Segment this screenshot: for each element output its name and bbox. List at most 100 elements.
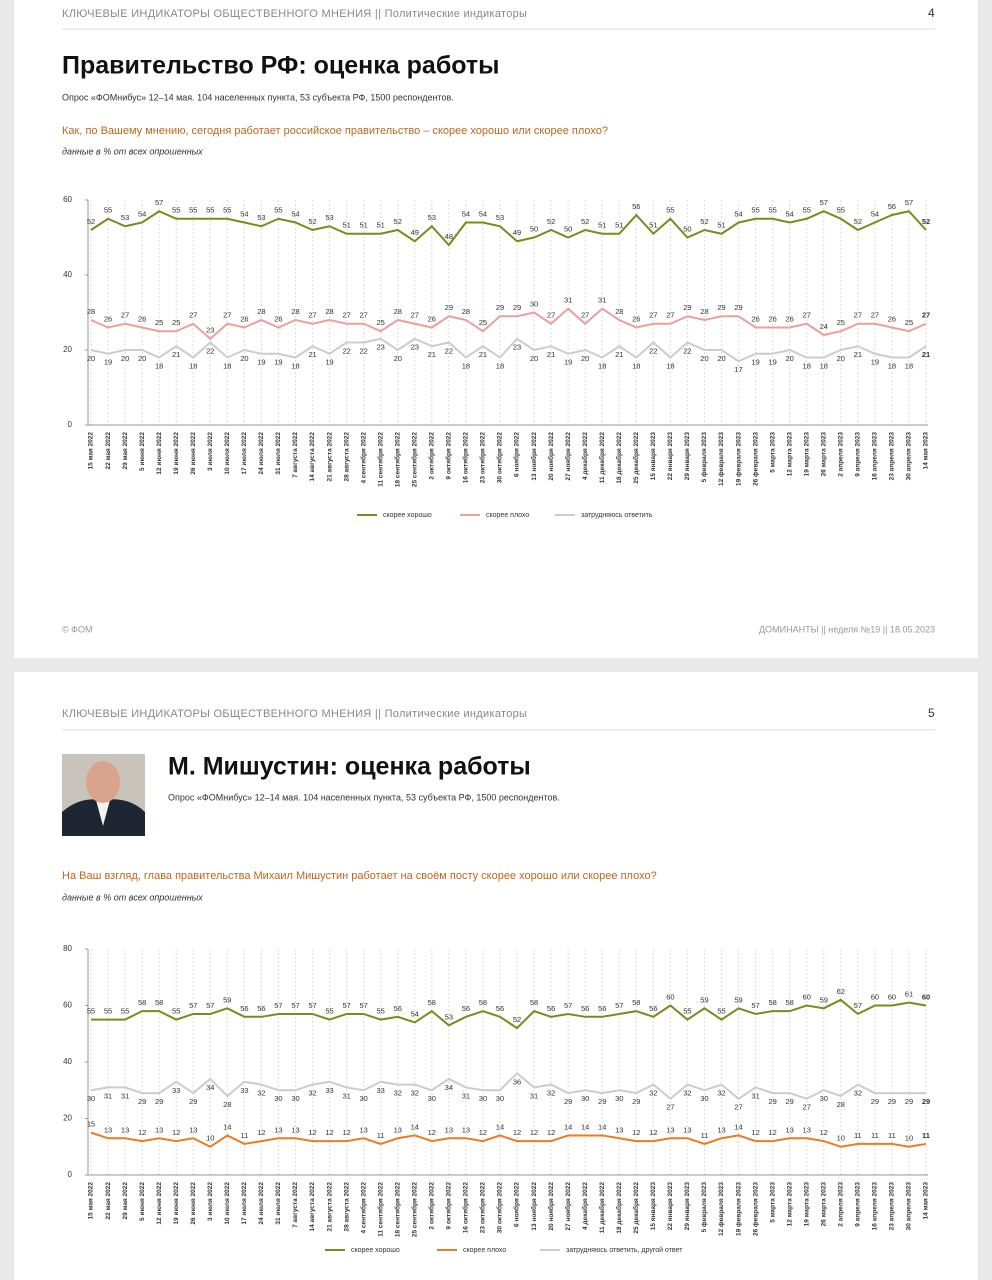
data-label: 27 <box>342 311 350 320</box>
data-label: 50 <box>564 224 572 233</box>
data-label: 14 <box>564 1122 572 1131</box>
header: КЛЮЧЕВЫЕ ИНДИКАТОРЫ ОБЩЕСТВЕННОГО МНЕНИЯ… <box>62 8 527 20</box>
data-label: 62 <box>837 987 845 996</box>
note: данные в % от всех опрошенных <box>62 146 203 156</box>
x-tick-label: 19 февраля 2023 <box>735 432 742 486</box>
data-label: 20 <box>717 354 725 363</box>
data-label: 58 <box>155 998 163 1007</box>
data-label: 29 <box>871 1097 879 1106</box>
data-label: 30 <box>530 299 538 308</box>
data-label: 20 <box>121 354 129 363</box>
data-label: 18 <box>155 361 163 370</box>
data-label: 26 <box>138 314 146 323</box>
data-label: 20 <box>87 354 95 363</box>
x-tick-label: 7 августа 2022 <box>292 432 299 478</box>
legend-label: затрудняюсь ответить <box>581 512 653 519</box>
data-label: 11 <box>871 1131 879 1140</box>
data-label: 57 <box>820 198 828 207</box>
data-label: 57 <box>564 1001 572 1010</box>
data-label: 55 <box>172 206 180 215</box>
data-label: 14 <box>598 1122 606 1131</box>
question: Как, по Вашему мнению, сегодня работает … <box>62 125 608 137</box>
data-label: 27 <box>803 311 811 320</box>
data-label: 54 <box>291 209 299 218</box>
data-label: 59 <box>734 995 742 1004</box>
data-label: 53 <box>445 1012 453 1021</box>
x-tick-label: 14 августа 2022 <box>309 1182 316 1232</box>
data-label: 32 <box>547 1089 555 1098</box>
line <box>90 1131 927 1148</box>
x-tick-label: 25 декабря 2022 <box>632 1182 640 1234</box>
x-tick-label: 22 января 2023 <box>667 432 674 481</box>
data-label: 56 <box>394 1004 402 1013</box>
data-label: 51 <box>649 221 657 230</box>
x-tick-label: 28 августа 2022 <box>343 1182 350 1232</box>
x-tick-label: 23 октября 2022 <box>479 432 487 484</box>
data-label: 33 <box>325 1086 333 1095</box>
data-label: 33 <box>377 1086 385 1095</box>
data-label: 30 <box>700 1094 708 1103</box>
data-label: 59 <box>820 995 828 1004</box>
data-label: 20 <box>700 354 708 363</box>
data-label: 54 <box>411 1009 419 1018</box>
data-label: 22 <box>649 346 657 355</box>
data-label: 29 <box>786 1097 794 1106</box>
data-label: 27 <box>854 311 862 320</box>
data-label: 13 <box>394 1125 402 1134</box>
data-label: 19 <box>274 358 282 367</box>
data-label: 58 <box>138 998 146 1007</box>
data-label: 20 <box>138 354 146 363</box>
data-label: 58 <box>428 998 436 1007</box>
data-label: 58 <box>632 998 640 1007</box>
data-label: 26 <box>240 314 248 323</box>
data-label: 19 <box>871 358 879 367</box>
x-tick-label: 2 апреля 2023 <box>838 1182 845 1227</box>
data-label: 27 <box>666 1103 674 1112</box>
data-label: 57 <box>308 1001 316 1010</box>
x-tick-label: 14 мая 2023 <box>923 432 930 470</box>
y-tick-label: 20 <box>63 345 72 354</box>
data-label: 27 <box>666 311 674 320</box>
data-label: 13 <box>189 1125 197 1134</box>
data-label: 55 <box>172 1007 180 1016</box>
data-label: 57 <box>615 1001 623 1010</box>
x-tick-label: 11 декабря 2022 <box>598 1182 606 1234</box>
data-label: 50 <box>530 224 538 233</box>
data-label: 52 <box>922 217 930 226</box>
data-label: 21 <box>547 350 555 359</box>
x-tick-label: 16 апреля 2023 <box>872 1182 879 1231</box>
x-tick-label: 13 ноября 2022 <box>530 1182 538 1231</box>
data-label: 29 <box>155 1097 163 1106</box>
data-label: 12 <box>768 1128 776 1137</box>
data-label: 51 <box>615 221 623 230</box>
x-tick-label: 11 сентября 2022 <box>376 1182 384 1237</box>
x-tick-label: 3 июля 2022 <box>207 432 214 471</box>
data-label: 27 <box>734 1103 742 1112</box>
x-tick-label: 27 ноября 2022 <box>564 432 572 481</box>
data-label: 25 <box>905 318 913 327</box>
data-label: 54 <box>462 209 470 218</box>
data-label: 13 <box>274 1125 282 1134</box>
data-label: 52 <box>581 217 589 226</box>
x-tick-label: 5 февраля 2023 <box>701 432 708 483</box>
data-label: 54 <box>786 209 794 218</box>
data-label: 29 <box>513 303 521 312</box>
data-label: 52 <box>87 217 95 226</box>
data-label: 18 <box>803 361 811 370</box>
x-tick-label: 24 июля 2022 <box>258 1182 265 1225</box>
data-label: 29 <box>717 303 725 312</box>
x-tick-label: 30 апреля 2023 <box>906 432 913 481</box>
data-label: 58 <box>786 998 794 1007</box>
x-tick-label: 12 февраля 2023 <box>718 432 725 486</box>
data-label: 52 <box>547 217 555 226</box>
x-tick-label: 23 апреля 2023 <box>889 432 896 481</box>
x-tick-label: 10 июля 2022 <box>224 432 231 475</box>
x-tick-label: 29 мая 2022 <box>122 432 129 470</box>
x-tick-label: 22 мая 2022 <box>105 432 112 470</box>
data-label: 55 <box>274 206 282 215</box>
x-tick-label: 12 марта 2023 <box>786 1182 793 1227</box>
data-label: 60 <box>871 992 879 1001</box>
data-label: 18 <box>223 361 231 370</box>
data-label: 10 <box>206 1134 214 1143</box>
data-label: 24 <box>820 322 828 331</box>
